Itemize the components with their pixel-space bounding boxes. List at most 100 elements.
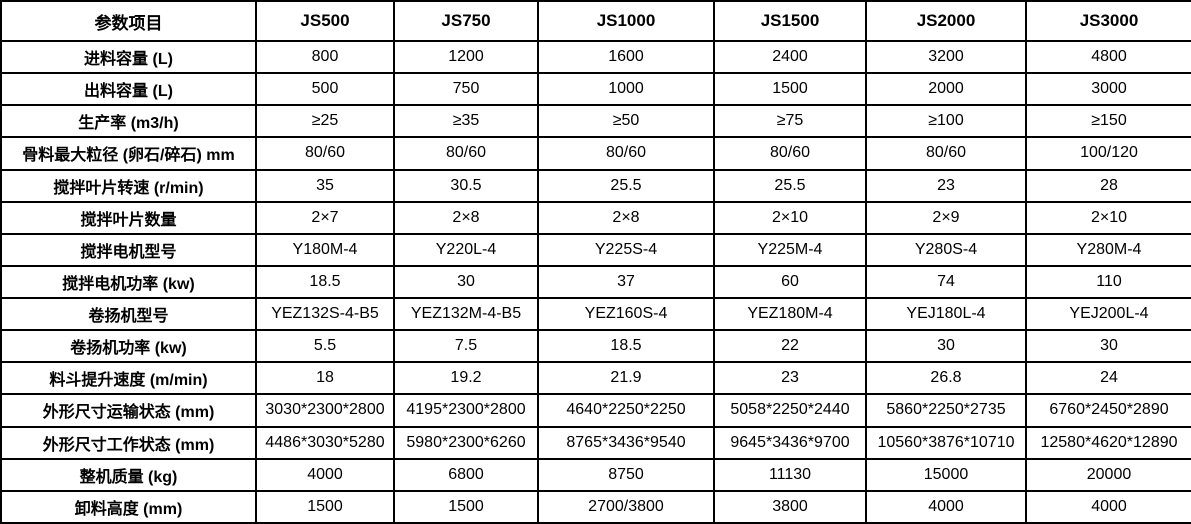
row-value: Y225M-4 <box>713 232 867 267</box>
row-label: 骨料最大粒径 (卵石/碎石) mm <box>0 136 257 171</box>
row-value: 25.5 <box>713 168 867 203</box>
table-row: 卸料高度 (mm) 1500 1500 2700/3800 3800 4000 4000 <box>0 489 1191 524</box>
row-value: 35 <box>255 168 395 203</box>
table-row: 搅拌叶片数量 2×7 2×8 2×8 2×10 2×9 2×10 <box>0 200 1191 235</box>
header-cell-params: 参数项目 <box>0 0 257 42</box>
row-value: 20000 <box>1025 457 1191 492</box>
row-value: 30 <box>865 329 1027 364</box>
header-cell-js1000: JS1000 <box>537 0 715 42</box>
row-value: 5860*2250*2735 <box>865 393 1027 428</box>
row-value: 2×8 <box>393 200 539 235</box>
row-value: 26.8 <box>865 361 1027 396</box>
row-value: 500 <box>255 72 395 107</box>
row-value: 30 <box>1025 329 1191 364</box>
row-value: 80/60 <box>713 136 867 171</box>
table-row: 搅拌电机功率 (kw) 18.5 30 37 60 74 110 <box>0 264 1191 300</box>
table-row: 外形尺寸运输状态 (mm) 3030*2300*2800 4195*2300*280… <box>0 393 1191 428</box>
row-value: 25.5 <box>537 168 715 203</box>
row-label: 卷扬机功率 (kw) <box>0 329 257 364</box>
row-value: 2×10 <box>713 200 867 235</box>
row-value: YEJ200L-4 <box>1025 296 1191 332</box>
row-value: 80/60 <box>255 136 395 171</box>
row-label: 整机质量 (kg) <box>0 457 257 492</box>
row-value: 10560*3876*10710 <box>865 425 1027 460</box>
row-value: 22 <box>713 329 867 364</box>
row-value: 74 <box>865 264 1027 300</box>
row-value: 1500 <box>713 72 867 107</box>
row-label: 搅拌叶片转速 (r/min) <box>0 168 257 203</box>
row-value: YEZ180M-4 <box>713 296 867 332</box>
row-value: Y220L-4 <box>393 232 539 267</box>
row-value: 4000 <box>255 457 395 492</box>
row-value: 7.5 <box>393 329 539 364</box>
row-value: 11130 <box>713 457 867 492</box>
row-value: Y280S-4 <box>865 232 1027 267</box>
row-value: 3200 <box>865 39 1027 75</box>
row-label: 卸料高度 (mm) <box>0 489 257 524</box>
row-label: 搅拌叶片数量 <box>0 200 257 235</box>
row-value: 2×8 <box>537 200 715 235</box>
row-value: 80/60 <box>865 136 1027 171</box>
row-value: 5980*2300*6260 <box>393 425 539 460</box>
row-label: 卷扬机型号 <box>0 296 257 332</box>
row-value: 2700/3800 <box>537 489 715 524</box>
row-value: 1500 <box>393 489 539 524</box>
row-value: 4195*2300*2800 <box>393 393 539 428</box>
row-value: 8750 <box>537 457 715 492</box>
row-value: 4000 <box>865 489 1027 524</box>
row-value: YEZ132S-4-B5 <box>255 296 395 332</box>
row-value: 1200 <box>393 39 539 75</box>
row-value: ≥50 <box>537 104 715 139</box>
row-value: 4800 <box>1025 39 1191 75</box>
row-value: 800 <box>255 39 395 75</box>
row-label: 生产率 (m3/h) <box>0 104 257 139</box>
row-value: 1000 <box>537 72 715 107</box>
table-row: 外形尺寸工作状态 (mm) 4486*3030*5280 5980*2300*626… <box>0 425 1191 460</box>
row-value: 24 <box>1025 361 1191 396</box>
table-row: 出料容量 (L) 500 750 1000 1500 2000 3000 <box>0 72 1191 107</box>
table-row: 搅拌电机型号 Y180M-4 Y220L-4 Y225S-4 Y225M-4 Y280S-… <box>0 232 1191 267</box>
row-value: 3800 <box>713 489 867 524</box>
row-value: YEZ160S-4 <box>537 296 715 332</box>
row-value: 4000 <box>1025 489 1191 524</box>
row-value: 3030*2300*2800 <box>255 393 395 428</box>
row-value: 3000 <box>1025 72 1191 107</box>
row-value: YEJ180L-4 <box>865 296 1027 332</box>
row-value: 2×10 <box>1025 200 1191 235</box>
row-value: 12580*4620*12890 <box>1025 425 1191 460</box>
row-label: 搅拌电机型号 <box>0 232 257 267</box>
row-value: 2000 <box>865 72 1027 107</box>
row-label: 进料容量 (L) <box>0 39 257 75</box>
table-body: 进料容量 (L) 800 1200 1600 2400 3200 4800 出料容量 (L) 5… <box>0 39 1191 524</box>
row-label: 出料容量 (L) <box>0 72 257 107</box>
row-value: 60 <box>713 264 867 300</box>
header-cell-js750: JS750 <box>393 0 539 42</box>
row-value: 100/120 <box>1025 136 1191 171</box>
row-value: 5.5 <box>255 329 395 364</box>
row-value: 80/60 <box>537 136 715 171</box>
row-value: ≥100 <box>865 104 1027 139</box>
row-label: 外形尺寸运输状态 (mm) <box>0 393 257 428</box>
table-row: 进料容量 (L) 800 1200 1600 2400 3200 4800 <box>0 39 1191 75</box>
row-value: 28 <box>1025 168 1191 203</box>
row-value: 15000 <box>865 457 1027 492</box>
row-value: 8765*3436*9540 <box>537 425 715 460</box>
table-row: 卷扬机功率 (kw) 5.5 7.5 18.5 22 30 30 <box>0 329 1191 364</box>
row-value: 23 <box>713 361 867 396</box>
row-value: 2400 <box>713 39 867 75</box>
row-value: 2×7 <box>255 200 395 235</box>
row-value: 80/60 <box>393 136 539 171</box>
row-value: 110 <box>1025 264 1191 300</box>
row-label: 外形尺寸工作状态 (mm) <box>0 425 257 460</box>
row-value: 1600 <box>537 39 715 75</box>
table-row: 整机质量 (kg) 4000 6800 8750 11130 15000 20000 <box>0 457 1191 492</box>
table-row: 卷扬机型号 YEZ132S-4-B5 YEZ132M-4-B5 YEZ160S-4 YE… <box>0 296 1191 332</box>
table-row: 生产率 (m3/h) ≥25 ≥35 ≥50 ≥75 ≥100 ≥150 <box>0 104 1191 139</box>
header-cell-js500: JS500 <box>255 0 395 42</box>
row-label: 搅拌电机功率 (kw) <box>0 264 257 300</box>
row-value: ≥75 <box>713 104 867 139</box>
header-cell-js1500: JS1500 <box>713 0 867 42</box>
row-value: ≥35 <box>393 104 539 139</box>
row-value: 23 <box>865 168 1027 203</box>
